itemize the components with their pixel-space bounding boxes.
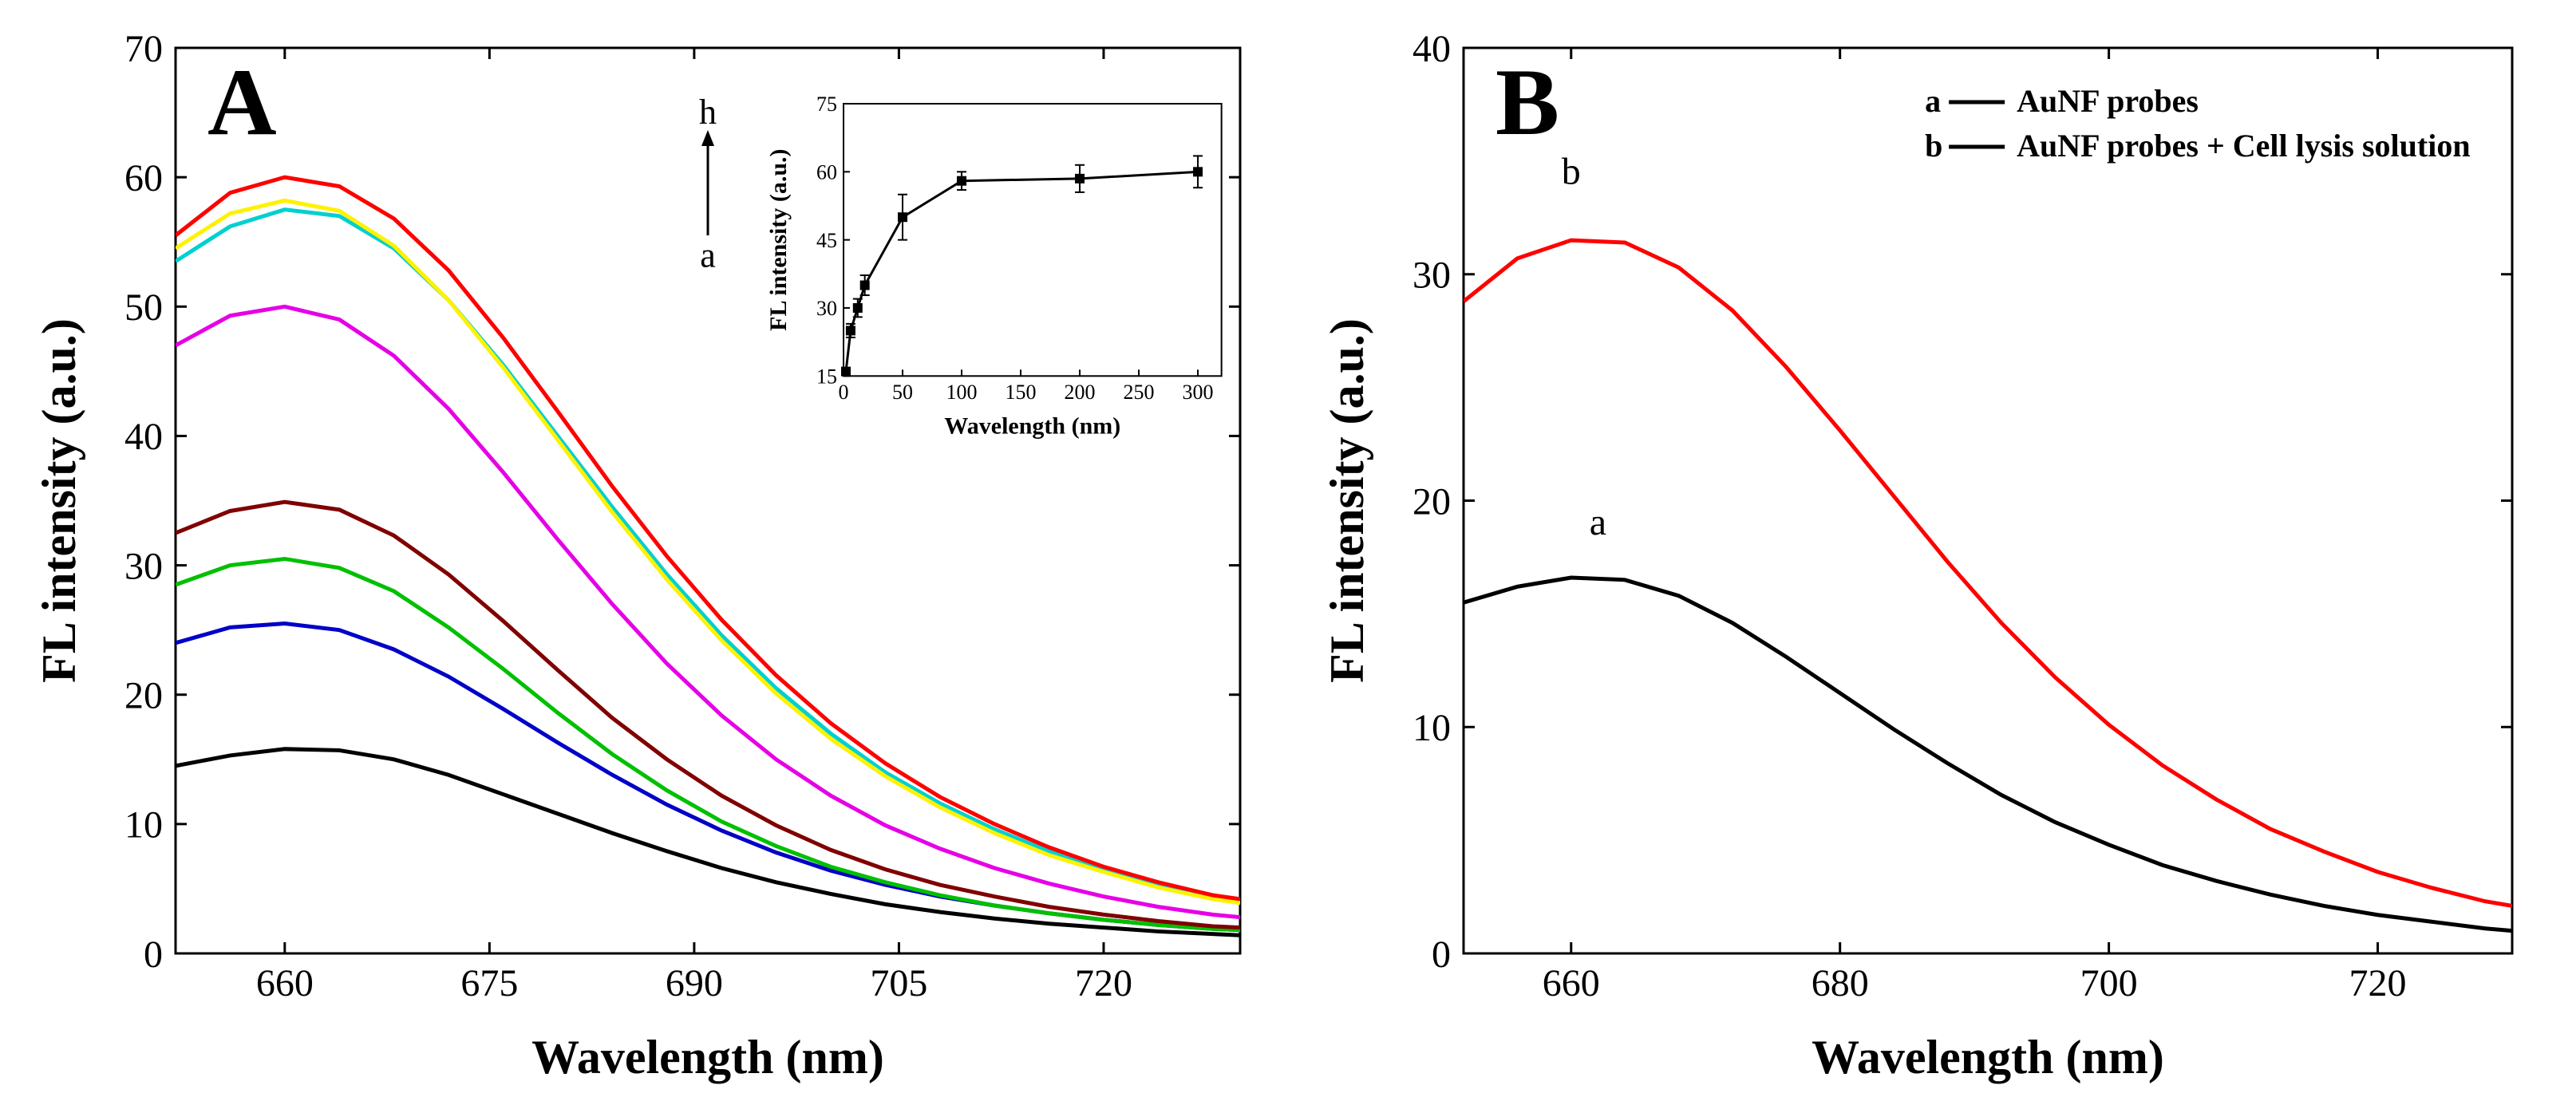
svg-text:Wavelength (nm): Wavelength (nm): [531, 1031, 884, 1083]
svg-text:10: 10: [1412, 707, 1451, 749]
svg-text:10: 10: [124, 804, 163, 847]
panel-a: 660 675 690 705 720 0 10 20 30 40 50 60 70 Wavelength…: [16, 16, 1272, 1089]
svg-text:50: 50: [892, 381, 913, 404]
svg-text:0: 0: [839, 381, 849, 404]
svg-text:720: 720: [1075, 962, 1132, 1004]
series-inline-label-a: a: [1590, 501, 1606, 543]
svg-text:50: 50: [124, 286, 163, 329]
svg-text:FL intensity (a.u.): FL intensity (a.u.): [1321, 318, 1373, 683]
svg-text:660: 660: [1543, 962, 1600, 1004]
svg-text:690: 690: [666, 962, 723, 1004]
series-bottom-label: a: [700, 236, 716, 275]
panel-b: 660 680 700 720 0 10 20 30 40 Wavelength (nm) FL i…: [1304, 16, 2560, 1089]
svg-text:200: 200: [1065, 381, 1096, 404]
legend-marker: a: [1925, 83, 1941, 119]
svg-text:70: 70: [124, 28, 163, 70]
svg-text:300: 300: [1183, 381, 1214, 404]
svg-text:Wavelength (nm): Wavelength (nm): [944, 412, 1120, 439]
svg-text:250: 250: [1124, 381, 1155, 404]
legend-text: AuNF probes + Cell lysis solution: [2017, 128, 2470, 164]
svg-text:15: 15: [816, 365, 837, 388]
svg-text:660: 660: [256, 962, 314, 1004]
legend-text: AuNF probes: [2017, 83, 2199, 119]
svg-text:20: 20: [124, 675, 163, 717]
svg-text:Wavelength (nm): Wavelength (nm): [1811, 1031, 2164, 1083]
svg-text:FL intensity (a.u.): FL intensity (a.u.): [33, 318, 85, 683]
svg-text:675: 675: [460, 962, 518, 1004]
svg-text:0: 0: [144, 933, 163, 976]
svg-text:680: 680: [1811, 962, 1869, 1004]
svg-text:40: 40: [1412, 28, 1451, 70]
panel-label: A: [207, 49, 277, 155]
series-top-label: h: [699, 93, 717, 132]
svg-text:0: 0: [1432, 933, 1451, 976]
svg-text:150: 150: [1006, 381, 1037, 404]
svg-text:60: 60: [816, 160, 837, 184]
figure-container: 660 675 690 705 720 0 10 20 30 40 50 60 70 Wavelength…: [0, 0, 2576, 1105]
svg-text:30: 30: [816, 297, 837, 320]
svg-text:45: 45: [816, 229, 837, 252]
svg-text:705: 705: [870, 962, 927, 1004]
svg-text:30: 30: [1412, 255, 1451, 297]
svg-text:40: 40: [124, 416, 163, 458]
svg-text:FL intensity (a.u.): FL intensity (a.u.): [765, 148, 792, 330]
svg-text:60: 60: [124, 157, 163, 199]
svg-text:700: 700: [2080, 962, 2138, 1004]
svg-text:20: 20: [1412, 480, 1451, 523]
svg-text:720: 720: [2349, 962, 2407, 1004]
legend-marker: b: [1925, 128, 1942, 164]
svg-text:75: 75: [816, 93, 837, 116]
series-inline-label-b: b: [1562, 150, 1581, 192]
panel-label: B: [1495, 49, 1559, 155]
svg-text:100: 100: [946, 381, 978, 404]
svg-text:30: 30: [124, 545, 163, 587]
